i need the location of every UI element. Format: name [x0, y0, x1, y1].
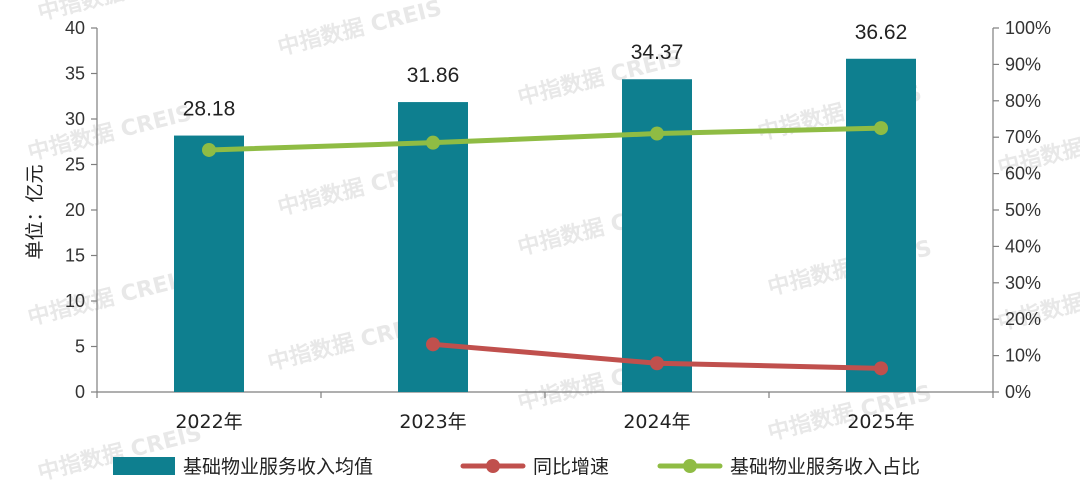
bar	[622, 79, 692, 392]
y-axis-label: 单位：亿元	[24, 164, 46, 259]
legend-label: 基础物业服务收入均值	[183, 456, 373, 478]
right-tick-label: 80%	[1005, 91, 1041, 111]
bar	[846, 58, 916, 393]
legend: 基础物业服务收入均值 同比增速 基础物业服务收入占比	[113, 456, 920, 478]
legend-swatch-bar	[113, 457, 175, 475]
left-tick-label: 15	[65, 246, 85, 266]
line-point	[426, 337, 440, 352]
right-tick-label: 20%	[1005, 309, 1041, 329]
left-tick-label: 5	[75, 337, 85, 357]
right-tick-label: 0%	[1005, 382, 1031, 402]
left-tick-label: 30	[65, 109, 85, 129]
bar-data-label: 31.86	[407, 64, 460, 87]
left-y-axis: 0 5 10 15 20 25 30 35 40	[65, 18, 98, 402]
line-series	[202, 121, 888, 376]
left-tick-label: 10	[65, 291, 85, 311]
line-point	[426, 135, 440, 150]
line-point	[650, 126, 664, 141]
left-tick-label: 0	[75, 382, 85, 402]
bar-data-label: 28.18	[183, 98, 236, 121]
x-tick-label: 2024年	[623, 411, 690, 433]
watermark-text: 中指数据 CREIS	[275, 0, 444, 61]
bar-data-label: 34.37	[631, 41, 684, 64]
watermark-text: 中指数据 CREIS	[35, 0, 204, 26]
bar	[174, 135, 244, 392]
right-tick-label: 100%	[1005, 18, 1051, 38]
bar-series: 28.18 31.86 34.37 36.62	[174, 21, 916, 393]
x-tick-label: 2022年	[175, 411, 242, 433]
right-tick-label: 10%	[1005, 346, 1041, 366]
legend-label: 同比增速	[533, 456, 609, 478]
x-axis: 2022年 2023年 2024年 2025年	[96, 391, 994, 433]
right-y-axis: 0% 10% 20% 30% 40% 50% 60% 70% 80% 90% 100%	[992, 18, 1051, 402]
legend-swatch-marker	[683, 459, 697, 473]
right-tick-label: 40%	[1005, 236, 1041, 256]
right-tick-label: 60%	[1005, 164, 1041, 184]
line-point	[202, 142, 216, 157]
line-path	[208, 125, 882, 153]
bar-data-label: 36.62	[855, 21, 908, 44]
legend-label: 基础物业服务收入占比	[730, 456, 920, 478]
watermark-text: 中指数据 CREIS	[25, 265, 194, 331]
left-tick-label: 25	[65, 155, 85, 175]
right-tick-label: 30%	[1005, 273, 1041, 293]
x-tick-label: 2025年	[847, 411, 914, 433]
legend-swatch-marker	[486, 459, 500, 473]
line-point	[650, 356, 664, 371]
left-tick-label: 35	[65, 64, 85, 84]
right-tick-label: 50%	[1005, 200, 1041, 220]
watermark-text: 中指数据 CREIS	[25, 100, 194, 166]
left-tick-label: 40	[65, 18, 85, 38]
right-tick-label: 90%	[1005, 54, 1041, 74]
x-tick-label: 2023年	[399, 411, 466, 433]
line-point	[874, 361, 888, 376]
left-tick-label: 20	[65, 200, 85, 220]
right-tick-label: 70%	[1005, 127, 1041, 147]
line-point	[874, 121, 888, 136]
